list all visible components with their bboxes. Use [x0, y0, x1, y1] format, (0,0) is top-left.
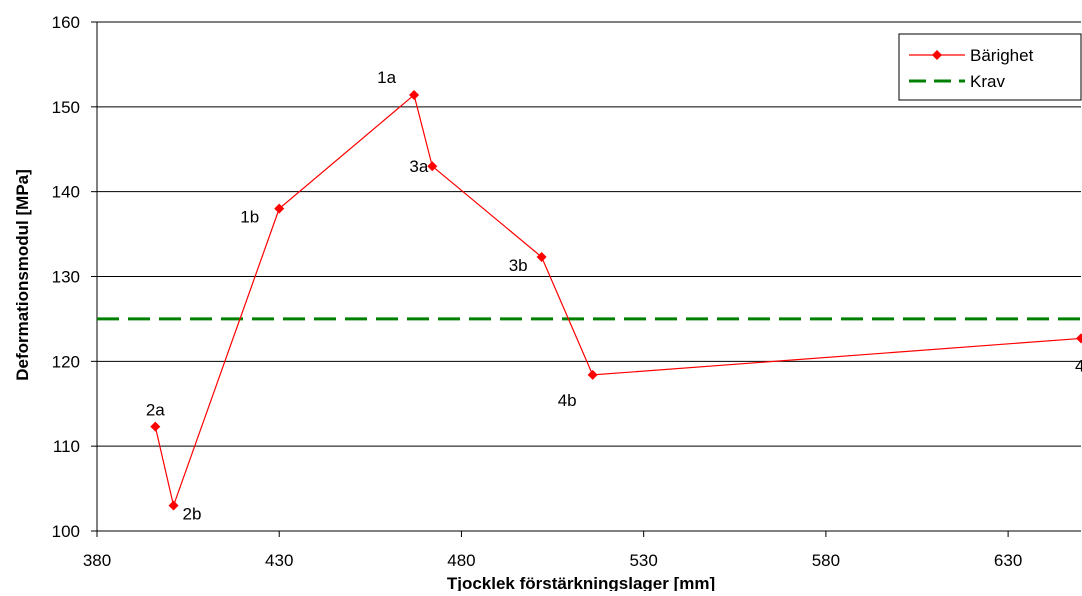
data-point-label: 3b: [509, 256, 528, 275]
point-labels: 2a 2b 1b 1a 3a 3b 4b 4a: [146, 68, 1082, 524]
x-tick-label: 580: [812, 551, 840, 570]
data-point-label: 2b: [183, 505, 202, 524]
data-point: [409, 89, 420, 100]
y-tick-label: 100: [52, 522, 80, 541]
legend-label-krav: Krav: [970, 72, 1005, 91]
data-point: [1076, 333, 1082, 344]
data-point: [150, 421, 161, 432]
data-point-label: 2a: [146, 401, 165, 420]
y-tick-label: 140: [52, 183, 80, 202]
data-point-label: 3a: [409, 157, 428, 176]
data-point-label: 1a: [377, 68, 396, 87]
x-tick-label: 530: [629, 551, 657, 570]
data-point-label: 1b: [240, 208, 259, 227]
data-point-label: 4b: [558, 391, 577, 410]
legend: Bärighet Krav: [898, 33, 1082, 101]
data-point-label: 4a: [1075, 356, 1082, 375]
series-group: [150, 89, 1082, 511]
x-axis-title: Tjocklek förstärkningslager [mm]: [447, 574, 715, 591]
x-tick-label: 480: [447, 551, 475, 570]
axes: 100 110 120 130 140 150 160 380 430 480 530 580 630: [52, 13, 1081, 570]
x-tick-label: 630: [994, 551, 1022, 570]
grid-lines: [97, 21, 1081, 447]
x-tick-label: 380: [83, 551, 111, 570]
y-tick-label: 120: [52, 352, 80, 371]
series-line-barighet: [154, 93, 1082, 508]
data-point: [427, 161, 438, 172]
y-axis-title: Deformationsmodul [MPa]: [13, 169, 32, 381]
legend-label-barighet: Bärighet: [970, 46, 1034, 65]
y-tick-label: 160: [52, 13, 80, 32]
legend-marker-barighet: [932, 50, 942, 60]
data-point: [536, 251, 547, 262]
x-tick-label: 430: [265, 551, 293, 570]
data-point: [587, 369, 598, 380]
y-tick-label: 150: [52, 98, 80, 117]
data-point: [168, 500, 179, 511]
legend-box: [898, 33, 1082, 101]
y-tick-label: 110: [53, 437, 80, 456]
data-point: [274, 203, 285, 214]
y-tick-label: 130: [52, 268, 80, 287]
